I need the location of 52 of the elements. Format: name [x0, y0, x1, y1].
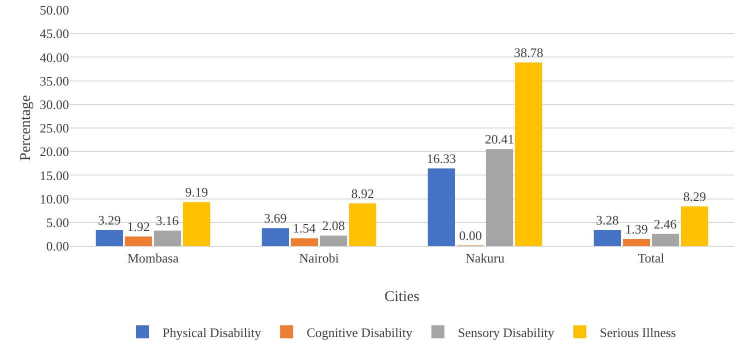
- y-tick-label: 5.00: [46, 214, 69, 230]
- data-label: 2.08: [322, 218, 345, 234]
- y-axis-title: Percentage: [18, 94, 34, 161]
- bar: [622, 238, 650, 246]
- bar: [349, 203, 376, 246]
- data-label: 3.16: [156, 213, 180, 228]
- y-tick-label: 50.00: [40, 2, 69, 18]
- y-tick-label: 10.00: [40, 191, 69, 206]
- data-label: 16.33: [426, 150, 456, 166]
- bar: [320, 236, 348, 246]
- y-tick-label: 35.00: [40, 73, 69, 88]
- y-tick-label: 30.00: [40, 96, 69, 112]
- y-tick-label: 15.00: [40, 168, 69, 183]
- data-label: 3.28: [596, 212, 619, 228]
- data-label: 2.46: [654, 216, 678, 232]
- bar: [681, 206, 708, 246]
- legend-label: Cognitive Disability: [306, 324, 413, 340]
- bar: [96, 230, 123, 246]
- x-tick-label: Nakuru: [466, 250, 505, 266]
- y-tick-label: 0.00: [46, 238, 69, 254]
- bar: [428, 168, 455, 246]
- y-tick-label: 25.00: [40, 120, 69, 136]
- data-label: 1.92: [127, 218, 150, 234]
- bar: [652, 234, 680, 246]
- bar: [154, 230, 182, 246]
- bar: [124, 236, 152, 246]
- x-axis-title: Cities: [384, 289, 420, 305]
- data-label: 1.39: [625, 221, 648, 236]
- bar: [594, 230, 621, 246]
- data-label: 3.69: [264, 210, 287, 226]
- data-label: 9.19: [185, 184, 208, 200]
- data-label: 20.41: [484, 132, 514, 147]
- data-label: 8.92: [351, 186, 374, 201]
- bar: [262, 228, 289, 246]
- y-tick-label: 45.00: [40, 26, 69, 42]
- y-tick-label: 20.00: [40, 144, 69, 160]
- legend-label: Serious Illness: [600, 324, 676, 340]
- x-tick-label: Mombasa: [127, 250, 179, 266]
- data-label: 1.54: [292, 220, 316, 236]
- x-tick-label: Total: [638, 250, 665, 266]
- bar: [486, 149, 514, 246]
- bar: [290, 238, 318, 246]
- data-label: 0.00: [459, 228, 482, 243]
- x-tick-label: Nairobi: [299, 250, 340, 266]
- data-label: 38.78: [514, 44, 544, 60]
- data-label: 8.29: [683, 188, 706, 204]
- bar: [515, 62, 542, 246]
- data-label: 3.29: [98, 212, 121, 228]
- legend-label: Physical Disability: [162, 324, 262, 340]
- y-tick-label: 40.00: [40, 50, 69, 65]
- bar: [183, 202, 210, 246]
- legend-label: Sensory Disability: [458, 324, 555, 340]
